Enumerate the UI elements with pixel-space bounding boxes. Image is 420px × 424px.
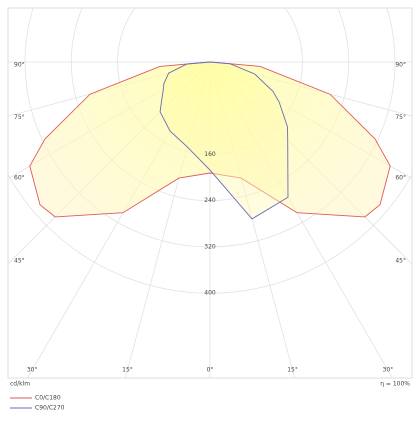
legend-label: C90/C270: [35, 405, 65, 412]
angle-label: 15°: [122, 367, 133, 374]
angle-label: 15°: [287, 367, 298, 374]
unit-label: cd/klm: [10, 381, 30, 388]
angle-label: 75°: [14, 114, 25, 121]
legend: C0/C180 C90/C270: [10, 395, 65, 412]
radial-label: 320: [204, 243, 216, 250]
legend-label: C0/C180: [35, 395, 61, 402]
angle-label: 30°: [383, 367, 394, 374]
angle-label: 90°: [395, 62, 406, 69]
radial-label: 400: [204, 290, 216, 297]
angle-label: 0°: [207, 367, 214, 374]
intensity-curve: [159, 61, 289, 220]
radial-label: 240: [204, 197, 216, 204]
angle-label: 45°: [14, 258, 25, 265]
radial-label: 160: [204, 151, 216, 158]
angle-label: 90°: [14, 62, 25, 69]
efficiency-label: η = 100%: [380, 381, 410, 388]
angle-label: 60°: [395, 175, 406, 182]
curves: [29, 61, 391, 220]
angle-label: 45°: [395, 258, 406, 265]
angle-label: 60°: [14, 175, 25, 182]
angle-label: 75°: [395, 114, 406, 121]
angle-label: 30°: [27, 367, 38, 374]
